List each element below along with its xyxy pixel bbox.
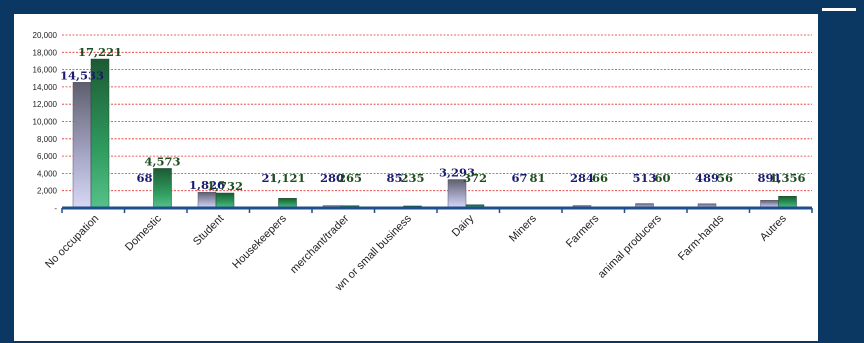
y-tick-label: 2,000	[37, 187, 58, 196]
x-tick-label: merchant/trader	[288, 212, 352, 276]
y-tick-label: 20,000	[33, 31, 58, 40]
data-label-series1: 489	[695, 171, 719, 185]
data-label-series1: 891	[757, 171, 781, 185]
y-tick-label: 4,000	[37, 169, 58, 178]
data-label-series2: 66	[592, 171, 608, 185]
x-tick-label: Miners	[507, 212, 539, 244]
data-label-series1: 284	[570, 171, 594, 185]
y-tick-label: 16,000	[33, 66, 58, 75]
x-tick-label: Dairy	[450, 212, 477, 239]
x-tick-label: Domestic	[123, 212, 164, 253]
data-label-series2: 265	[338, 171, 362, 185]
bar-series2	[153, 168, 172, 209]
data-label-series2: 4,573	[144, 154, 180, 168]
data-label-series1: 14,533	[60, 68, 104, 82]
data-label-series1: 3,293	[439, 166, 475, 180]
y-tick-label: 14,000	[33, 83, 58, 92]
x-tick-label: Farmers	[564, 212, 602, 250]
data-label-series1: 513	[632, 171, 656, 185]
data-label-series1: 21	[261, 171, 277, 185]
y-tick-label: 6,000	[37, 152, 58, 161]
x-tick-label: animal producers	[596, 212, 665, 281]
corner-mark	[822, 8, 856, 11]
bar-series1	[72, 82, 92, 209]
bar-chart: 20,000 18,000 16,000 14,000 12,000 10,000 8,00…	[33, 31, 813, 294]
y-tick-label: 12,000	[33, 100, 58, 109]
bar-series2	[778, 196, 797, 209]
data-label-series1: 68	[136, 171, 152, 185]
y-tick-label: -	[54, 204, 57, 213]
bar-series1	[197, 191, 217, 209]
data-label-series2: 372	[463, 171, 487, 185]
x-tick-label: No occupation	[43, 213, 101, 271]
x-tick-label: Student	[191, 213, 226, 248]
data-label-series2: 17,221	[78, 45, 122, 59]
data-label-series2: 60	[654, 171, 670, 185]
data-label-series2: 1,356	[769, 171, 805, 185]
data-label-series2: 1,732	[207, 179, 243, 193]
data-label-series1: 280	[320, 171, 344, 185]
data-label-series1: 67	[511, 171, 527, 185]
x-tick-label: Housekeepers	[230, 212, 289, 271]
data-label-series2: 235	[400, 171, 424, 185]
y-tick-label: 18,000	[33, 48, 58, 57]
data-label-series2: 56	[717, 171, 733, 185]
data-label-series1: 85	[386, 171, 402, 185]
chart-frame: 20,000 18,000 16,000 14,000 12,000 10,000 8,00…	[14, 14, 818, 341]
y-tick-label: 8,000	[37, 135, 58, 144]
y-tick-label: 10,000	[33, 118, 58, 127]
x-tick-label: Autres	[758, 212, 789, 243]
bar-series2	[215, 192, 235, 209]
data-label-series2: 1,121	[269, 171, 305, 185]
data-label-series1: 1,826	[189, 178, 225, 192]
x-tick-label: Farm-hands	[676, 212, 727, 263]
data-label-series2: 81	[529, 171, 545, 185]
